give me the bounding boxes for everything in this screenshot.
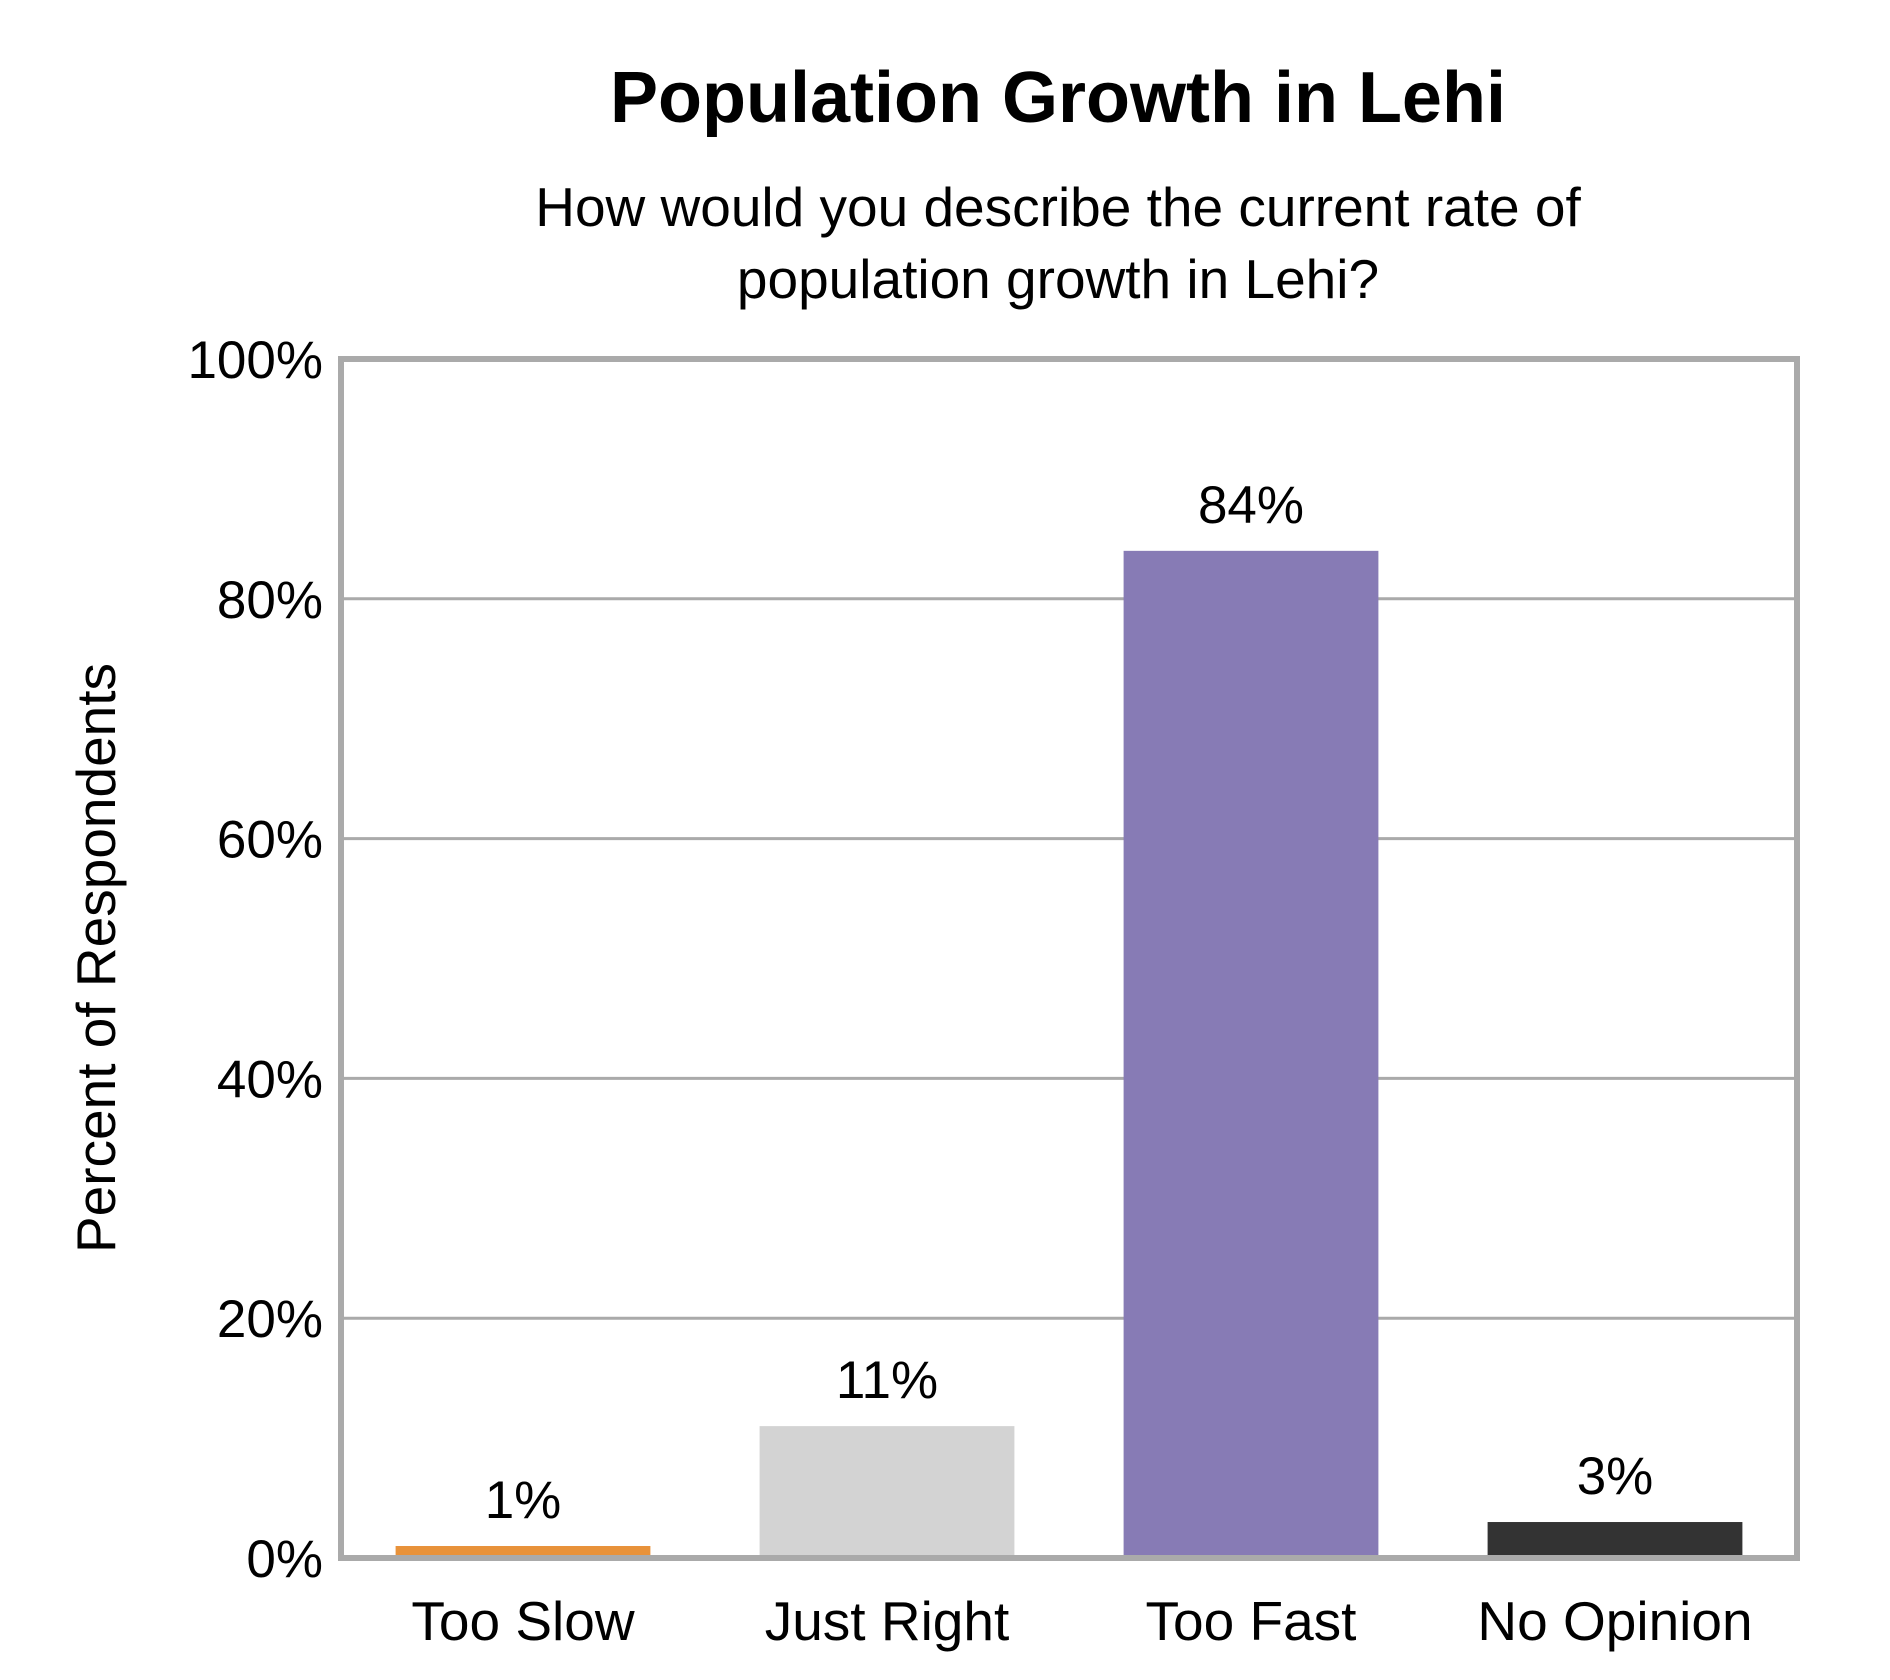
x-tick-label-no-opinion: No Opinion: [1477, 1590, 1752, 1652]
y-tick-label-20: 20%: [217, 1290, 323, 1349]
x-tick-label-too-slow: Too Slow: [411, 1590, 634, 1652]
chart-title: Population Growth in Lehi: [610, 58, 1506, 138]
x-tick-label-too-fast: Too Fast: [1146, 1590, 1357, 1652]
gridlines: [341, 597, 1797, 1320]
y-tick-labels: 0% 20% 40% 60% 80% 100%: [187, 331, 323, 1589]
data-label-no-opinion: 3%: [1577, 1447, 1654, 1506]
y-tick-label-60: 60%: [217, 811, 323, 870]
bar-too-slow: [395, 1546, 651, 1558]
plot-frame: [338, 356, 1800, 1561]
data-label-too-fast: 84%: [1198, 476, 1304, 535]
chart-subtitle-line-1: How would you describe the current rate …: [535, 176, 1581, 238]
bars: [395, 550, 1743, 1558]
bar-just-right: [759, 1426, 1015, 1558]
bar-no-opinion: [1487, 1522, 1743, 1558]
y-tick-label-80: 80%: [217, 571, 323, 630]
data-labels: 1% 11% 84% 3%: [485, 476, 1654, 1530]
plot-border: [338, 356, 1800, 1561]
x-category-labels: Too Slow Just Right Too Fast No Opinion: [411, 1590, 1752, 1652]
y-tick-label-100: 100%: [187, 331, 323, 390]
y-tick-label-0: 0%: [246, 1530, 323, 1589]
data-label-too-slow: 1%: [485, 1471, 562, 1530]
y-axis-label: Percent of Respondents: [65, 663, 127, 1253]
y-tick-label-40: 40%: [217, 1050, 323, 1109]
chart-subtitle-line-2: population growth in Lehi?: [737, 248, 1379, 310]
data-label-just-right: 11%: [836, 1351, 938, 1410]
x-tick-label-just-right: Just Right: [765, 1590, 1010, 1652]
bar-too-fast: [1123, 550, 1379, 1558]
